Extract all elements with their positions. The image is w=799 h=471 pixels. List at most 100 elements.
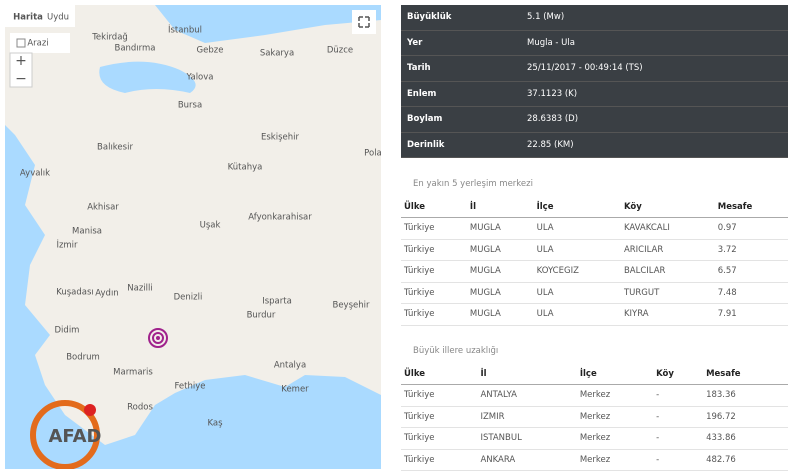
detail-value: 22.85 (KM) (521, 132, 788, 158)
map-label: Düzce (327, 46, 353, 56)
zoom-out[interactable]: − (15, 71, 27, 87)
table-row: Türkiye MUGLA ULA KAVAKCALI 0.97 (401, 217, 788, 240)
cell: 7.91 (714, 303, 788, 326)
map-label: Nazilli (127, 284, 152, 294)
cell: BALCILAR (620, 260, 715, 283)
detail-label: Tarih (401, 55, 521, 82)
cell: ISTANBUL (477, 427, 577, 450)
cell: Türkiye (401, 449, 478, 471)
cell: IZMIR (477, 406, 577, 428)
table-row: Türkiye MUGLA KOYCEGIZ BALCILAR 6.57 (401, 260, 788, 283)
map-label: Kuşadası (56, 288, 94, 298)
cell: Türkiye (401, 282, 467, 304)
cell: Türkiye (401, 217, 467, 240)
cell: TURGUT (620, 282, 715, 304)
cell: 183.36 (703, 384, 788, 407)
cell: KIYRA (620, 303, 715, 326)
cell: ULA (533, 282, 621, 304)
nearest-table: Ülke İl İlçe Köy Mesafe Türkiye MUGLA ULA KAVAKC… (401, 196, 788, 326)
cell: Merkez (576, 427, 654, 450)
cell: - (653, 427, 704, 450)
header-row: Ülke İl İlçe Köy Mesafe (401, 196, 788, 218)
column-header: Mesafe (714, 196, 788, 218)
detail-value: Mugla - Ula (521, 30, 788, 56)
cell: KAVAKCALI (620, 217, 715, 240)
cell: ARICILAR (620, 239, 715, 261)
terrain-option[interactable]: Arazi (27, 39, 48, 49)
cell: ANKARA (477, 449, 577, 471)
map-label: Burdur (247, 311, 276, 321)
detail-label: Derinlik (401, 132, 521, 158)
detail-label: Enlem (401, 81, 521, 107)
map-label: Bandırma (114, 44, 155, 54)
section-title: En yakın 5 yerleşim merkezi (413, 179, 533, 189)
cell: 0.97 (714, 217, 788, 240)
table-row: Türkiye ISTANBUL Merkez -433.86 (401, 427, 788, 450)
map-label: Yalova (185, 73, 213, 83)
detail-row: Büyüklük 5.1 (Mw) (401, 5, 788, 31)
map-label: Denizli (174, 293, 203, 303)
map-label: Tekirdağ (91, 33, 128, 43)
map-label: İstanbul (168, 25, 202, 36)
cell: Merkez (576, 449, 654, 471)
detail-label: Büyüklük (401, 5, 521, 31)
map-label: Afyonkarahisar (248, 213, 312, 223)
cell: 433.86 (703, 427, 788, 450)
column-header: İlçe (533, 196, 621, 218)
cell: 196.72 (703, 406, 788, 428)
map-tab[interactable]: Uydu (47, 13, 69, 23)
map-label: Antalya (274, 361, 306, 371)
map-label: Akhisar (87, 203, 119, 213)
cell: - (653, 384, 704, 407)
table-row: Türkiye ANTALYA Merkez -183.36 (401, 384, 788, 407)
map-label: Isparta (262, 297, 292, 307)
map-label: Beyşehir (333, 301, 370, 311)
cell: Türkiye (401, 406, 478, 428)
cell: 7.48 (714, 282, 788, 304)
detail-row: Enlem 37.1123 (K) (401, 81, 788, 107)
map-label: Kütahya (228, 163, 263, 173)
cell: Türkiye (401, 427, 478, 450)
zoom-in[interactable]: + (15, 53, 27, 69)
cell: 6.57 (714, 260, 788, 283)
column-header: İl (477, 363, 577, 385)
cell: 3.72 (714, 239, 788, 261)
map-label: Eskişehir (261, 133, 299, 143)
column-header: Ülke (401, 196, 467, 218)
map-label: Gebze (197, 46, 224, 56)
cities-table: Ülke İl İlçe Köy Mesafe Türkiye ANTALYA Merkez -… (401, 363, 788, 471)
map-label: Polatlı (364, 149, 381, 159)
cell: Türkiye (401, 303, 467, 326)
cell: MUGLA (466, 303, 534, 326)
section-title: Büyük illere uzaklığı (413, 346, 499, 356)
cell: Merkez (576, 406, 654, 428)
map-label: Uşak (200, 221, 221, 231)
map-label: Kaş (207, 419, 223, 429)
detail-label: Boylam (401, 106, 521, 133)
detail-value: 37.1123 (K) (521, 81, 788, 107)
column-header: Mesafe (703, 363, 788, 385)
detail-row: Yer Mugla - Ula (401, 30, 788, 56)
detail-label: Yer (401, 30, 521, 56)
map-label: Bodrum (66, 353, 100, 363)
cell: MUGLA (466, 282, 534, 304)
map-label: Fethiye (175, 382, 206, 392)
map-label: Rodos (127, 403, 153, 413)
map-tab[interactable]: Harita (13, 13, 43, 23)
cell: ULA (533, 217, 621, 240)
cell: ULA (533, 303, 621, 326)
detail-row: Boylam 28.6383 (D) (401, 106, 788, 133)
detail-value: 5.1 (Mw) (521, 5, 788, 31)
cell: Türkiye (401, 384, 478, 407)
map-label: Marmaris (113, 368, 153, 378)
map-label: İzmir (56, 240, 78, 251)
map-label: Balıkesir (97, 143, 133, 153)
detail-row: Tarih 25/11/2017 - 00:49:14 (TS) (401, 55, 788, 82)
column-header: Köy (620, 196, 715, 218)
cell: ULA (533, 239, 621, 261)
detail-row: Derinlik 22.85 (KM) (401, 132, 788, 158)
table-row: Türkiye MUGLA ULA KIYRA 7.91 (401, 303, 788, 326)
header-row: Ülke İl İlçe Köy Mesafe (401, 363, 788, 385)
cell: MUGLA (466, 260, 534, 283)
column-header: İl (466, 196, 534, 218)
